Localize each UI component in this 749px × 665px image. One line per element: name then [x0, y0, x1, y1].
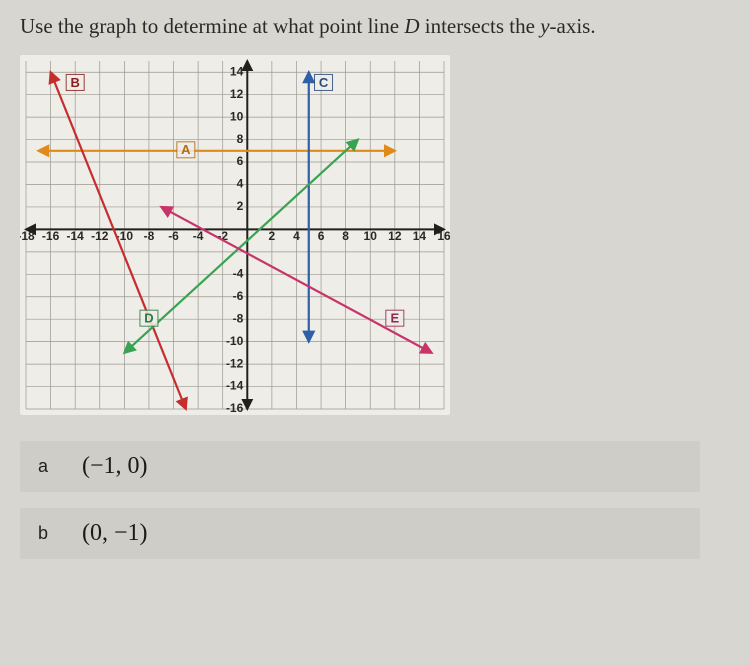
svg-text:B: B — [70, 75, 79, 90]
question-mid: intersects the — [419, 14, 540, 38]
svg-text:14: 14 — [230, 65, 244, 79]
svg-text:-14: -14 — [67, 230, 85, 244]
svg-text:4: 4 — [237, 177, 244, 191]
answer-letter: b — [38, 523, 58, 544]
question-prefix: Use the graph to determine at what point… — [20, 14, 404, 38]
svg-text:E: E — [390, 311, 399, 326]
svg-text:2: 2 — [237, 199, 244, 213]
svg-text:6: 6 — [237, 155, 244, 169]
svg-text:A: A — [181, 143, 191, 158]
svg-text:8: 8 — [342, 230, 349, 244]
svg-text:-16: -16 — [226, 402, 244, 416]
svg-text:-12: -12 — [226, 357, 244, 371]
svg-text:C: C — [319, 75, 329, 90]
question-suffix: -axis. — [550, 14, 596, 38]
svg-text:16: 16 — [437, 230, 450, 244]
svg-text:-12: -12 — [91, 230, 109, 244]
answer-list: a (−1, 0) b (0, −1) — [20, 441, 729, 559]
svg-text:-4: -4 — [193, 230, 204, 244]
svg-text:12: 12 — [230, 87, 244, 101]
question-line-var: D — [404, 14, 419, 38]
svg-text:10: 10 — [230, 110, 244, 124]
svg-text:-6: -6 — [233, 289, 244, 303]
svg-text:4: 4 — [293, 230, 300, 244]
answer-value: (−1, 0) — [82, 453, 148, 480]
svg-text:-8: -8 — [144, 230, 155, 244]
svg-text:-4: -4 — [233, 267, 244, 281]
svg-text:2: 2 — [269, 230, 276, 244]
coordinate-graph: -18-16-14-12-10-8-6-4-224681012141614121… — [20, 55, 450, 415]
svg-text:-6: -6 — [168, 230, 179, 244]
svg-text:6: 6 — [318, 230, 325, 244]
question-axis-var: y — [540, 14, 549, 38]
answer-option-a[interactable]: a (−1, 0) — [20, 441, 700, 492]
svg-text:10: 10 — [364, 230, 378, 244]
svg-text:12: 12 — [388, 230, 402, 244]
svg-text:-8: -8 — [233, 312, 244, 326]
svg-text:-14: -14 — [226, 379, 244, 393]
answer-value: (0, −1) — [82, 520, 148, 547]
worksheet-page: Use the graph to determine at what point… — [0, 0, 749, 665]
question-text: Use the graph to determine at what point… — [20, 12, 729, 41]
svg-text:14: 14 — [413, 230, 427, 244]
svg-text:-16: -16 — [42, 230, 60, 244]
svg-text:D: D — [144, 311, 153, 326]
graph-container: -18-16-14-12-10-8-6-4-224681012141614121… — [20, 55, 729, 415]
svg-text:-18: -18 — [20, 230, 35, 244]
answer-letter: a — [38, 456, 58, 477]
answer-option-b[interactable]: b (0, −1) — [20, 508, 700, 559]
svg-text:8: 8 — [237, 132, 244, 146]
svg-text:-10: -10 — [226, 334, 244, 348]
